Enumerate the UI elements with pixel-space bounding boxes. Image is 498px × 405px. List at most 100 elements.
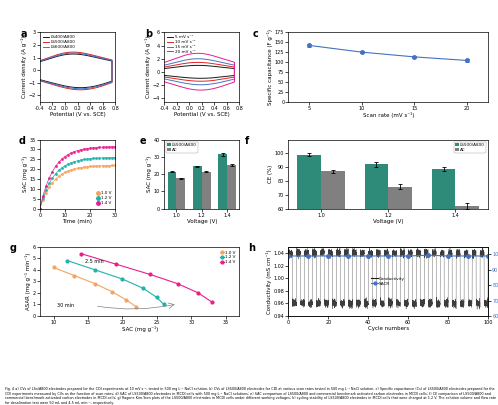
5 mV s⁻¹: [161, 66, 167, 71]
Y-axis label: ASAR (mg g⁻¹ min⁻¹): ASAR (mg g⁻¹ min⁻¹): [25, 253, 31, 310]
10 mV s⁻¹: [180, 77, 186, 82]
LS600/A800: [57, 83, 63, 88]
Line: 1.2 V: 1.2 V: [66, 259, 165, 306]
LS400/A800: [97, 82, 103, 87]
X-axis label: Scan rate (mV s⁻¹): Scan rate (mV s⁻¹): [363, 112, 414, 118]
LS600/A800: [89, 85, 95, 90]
LS600/A800: [37, 59, 43, 64]
Line: 1.0 V: 1.0 V: [52, 266, 137, 308]
Text: 2.5 min: 2.5 min: [85, 260, 103, 264]
Y-axis label: SAC (mg g⁻¹): SAC (mg g⁻¹): [146, 156, 152, 192]
1.0 V: [123, 297, 129, 302]
15 mV s⁻¹: [180, 81, 186, 85]
15 mV s⁻¹: [161, 77, 167, 81]
X-axis label: Potential (V vs. SCE): Potential (V vs. SCE): [174, 112, 230, 117]
Y-axis label: Specific capacitance (F g⁻¹): Specific capacitance (F g⁻¹): [267, 29, 273, 105]
X-axis label: Potential (V vs. SCE): Potential (V vs. SCE): [50, 112, 106, 117]
Legend: Conductivity, SACR: Conductivity, SACR: [370, 275, 407, 288]
10 mV s⁻¹: [212, 78, 218, 83]
LS400/A800: [70, 51, 76, 56]
LS600/A800: [70, 51, 76, 55]
10 mV s⁻¹: [161, 75, 167, 79]
Text: f: f: [245, 136, 249, 146]
Line: LS500/A800: LS500/A800: [40, 52, 112, 90]
1.2 V: [140, 286, 146, 291]
LS500/A800: [94, 85, 100, 90]
20 mV s⁻¹: [180, 85, 186, 90]
15 mV s⁻¹: [220, 79, 226, 84]
5 mV s⁻¹: [170, 65, 176, 70]
Text: e: e: [140, 136, 146, 146]
X-axis label: Voltage (V): Voltage (V): [187, 219, 217, 224]
LS400/A800: [37, 77, 43, 82]
LS500/A800: [71, 87, 77, 92]
LS400/A800: [78, 85, 84, 90]
Text: Fig. 4 a) CVs of LSx/A800 electrodes prepared for the CDI experiments at 10 mV s: Fig. 4 a) CVs of LSx/A800 electrodes pre…: [5, 387, 496, 405]
LS500/A800: [97, 84, 103, 89]
Text: c: c: [252, 29, 258, 39]
20 mV s⁻¹: [170, 57, 176, 62]
Text: h: h: [249, 243, 255, 253]
5 mV s⁻¹: [180, 75, 186, 80]
15 mV s⁻¹: [195, 56, 201, 61]
LS500/A800: [57, 84, 63, 89]
Text: d: d: [19, 136, 26, 146]
Text: g: g: [10, 243, 17, 253]
Line: 5 mV s⁻¹: 5 mV s⁻¹: [164, 65, 235, 78]
Bar: [432, 168, 456, 292]
1.2 V: [92, 267, 98, 272]
5 mV s⁻¹: [212, 75, 218, 80]
LS500/A800: [70, 50, 76, 55]
X-axis label: SAC (mg g⁻¹): SAC (mg g⁻¹): [122, 326, 158, 333]
Line: LS600/A800: LS600/A800: [40, 53, 112, 89]
Bar: [297, 155, 321, 292]
Bar: [227, 165, 236, 209]
1.4 V: [209, 300, 215, 305]
1.0 V: [71, 273, 77, 278]
Y-axis label: Conductivity (mS cm⁻¹): Conductivity (mS cm⁻¹): [266, 249, 272, 313]
Text: b: b: [145, 29, 152, 39]
Line: 15 mV s⁻¹: 15 mV s⁻¹: [164, 59, 235, 85]
1.4 V: [113, 262, 119, 266]
X-axis label: Voltage (V): Voltage (V): [373, 219, 403, 224]
15 mV s⁻¹: [170, 61, 176, 66]
LS600/A800: [37, 78, 43, 83]
10 mV s⁻¹: [220, 77, 226, 81]
Line: 1.4 V: 1.4 V: [80, 252, 213, 303]
Bar: [193, 166, 202, 209]
10 mV s⁻¹: [198, 79, 204, 84]
Text: 30 min: 30 min: [57, 303, 74, 308]
15 mV s⁻¹: [216, 80, 222, 85]
20 mV s⁻¹: [212, 86, 218, 91]
LS600/A800: [46, 56, 52, 61]
LS400/A800: [71, 85, 77, 90]
Bar: [365, 164, 388, 292]
1.2 V: [64, 258, 70, 263]
5 mV s⁻¹: [195, 63, 201, 68]
Text: a: a: [21, 29, 27, 39]
Line: LS400/A800: LS400/A800: [40, 54, 112, 88]
5 mV s⁻¹: [198, 76, 204, 81]
1.0 V: [92, 281, 98, 286]
LS600/A800: [94, 84, 100, 89]
LS500/A800: [46, 55, 52, 60]
5 mV s⁻¹: [195, 76, 201, 81]
20 mV s⁻¹: [195, 87, 201, 92]
5 mV s⁻¹: [161, 73, 167, 78]
Bar: [388, 187, 412, 292]
15 mV s⁻¹: [161, 63, 167, 68]
1.4 V: [147, 272, 153, 277]
LS400/A800: [37, 59, 43, 64]
1.2 V: [161, 302, 167, 307]
1.0 V: [109, 289, 115, 294]
20 mV s⁻¹: [195, 51, 201, 56]
LS600/A800: [71, 86, 77, 91]
Legend: LS400/A800, LS500/A800, LS600/A800: LS400/A800, LS500/A800, LS600/A800: [42, 34, 76, 50]
Legend: 5 mV s⁻¹, 10 mV s⁻¹, 15 mV s⁻¹, 20 mV s⁻¹: 5 mV s⁻¹, 10 mV s⁻¹, 15 mV s⁻¹, 20 mV s⁻…: [166, 34, 196, 55]
Legend: LS500/A800, AC: LS500/A800, AC: [166, 142, 198, 153]
15 mV s⁻¹: [212, 81, 218, 86]
Line: 10 mV s⁻¹: 10 mV s⁻¹: [164, 62, 235, 81]
1.0 V: [133, 304, 139, 309]
Y-axis label: Current density (A g⁻¹): Current density (A g⁻¹): [21, 36, 27, 98]
10 mV s⁻¹: [195, 79, 201, 83]
